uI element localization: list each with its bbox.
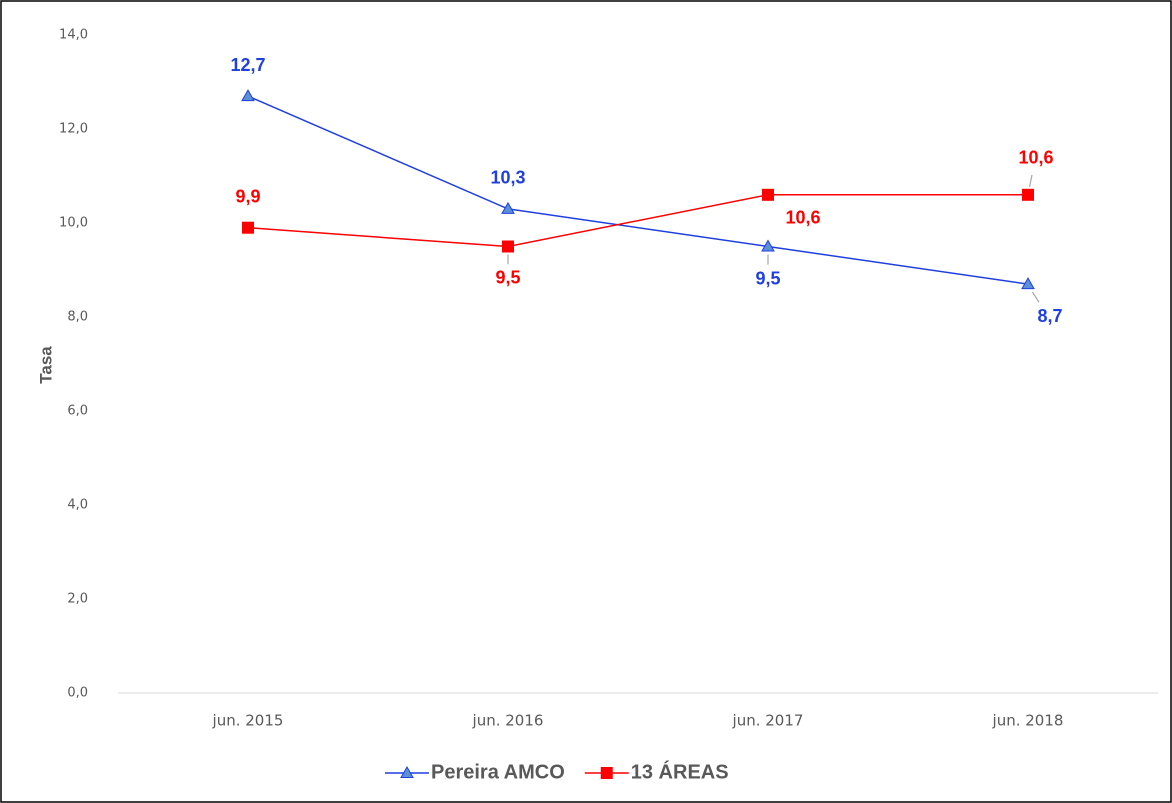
y-tick-label: 4,0 [67,498,88,513]
series-line [247,194,1028,248]
leader-line [1031,291,1040,303]
data-marker [242,221,254,234]
data-label: 10,3 [490,168,525,188]
data-label: 8,7 [1037,306,1062,326]
data-label: 9,5 [755,268,780,288]
legend-marker [400,765,414,778]
y-tick-label: 10,0 [59,216,88,231]
data-marker [241,89,255,102]
y-tick-label: 8,0 [67,310,88,325]
x-tick-label: jun. 2017 [732,712,804,730]
y-tick-label: 14,0 [59,28,88,43]
x-tick-label: jun. 2016 [472,712,544,730]
y-axis-title: Tasa [36,346,55,384]
x-tick-label: jun. 2018 [992,712,1064,730]
data-label: 9,9 [235,186,260,206]
data-marker [1022,188,1034,201]
data-label: 10,6 [1018,148,1053,168]
x-tick-label: jun. 2015 [212,712,284,730]
data-label: 9,5 [495,267,520,287]
data-marker [762,188,774,201]
y-tick-label: 12,0 [59,122,88,137]
data-marker [502,240,514,253]
y-tick-label: 2,0 [67,592,88,607]
legend-marker [600,767,613,779]
y-tick-label: 0,0 [67,686,88,701]
legend-label: Pereira AMCO [431,761,565,783]
leader-line [1029,174,1033,187]
data-label: 10,6 [785,208,820,228]
series-line [247,95,1029,285]
legend-label: 13 ÁREAS [631,760,729,783]
data-marker [761,239,775,252]
data-marker [1021,277,1035,290]
y-tick-label: 6,0 [67,404,88,419]
data-marker [501,201,515,214]
data-label: 12,7 [230,55,265,75]
